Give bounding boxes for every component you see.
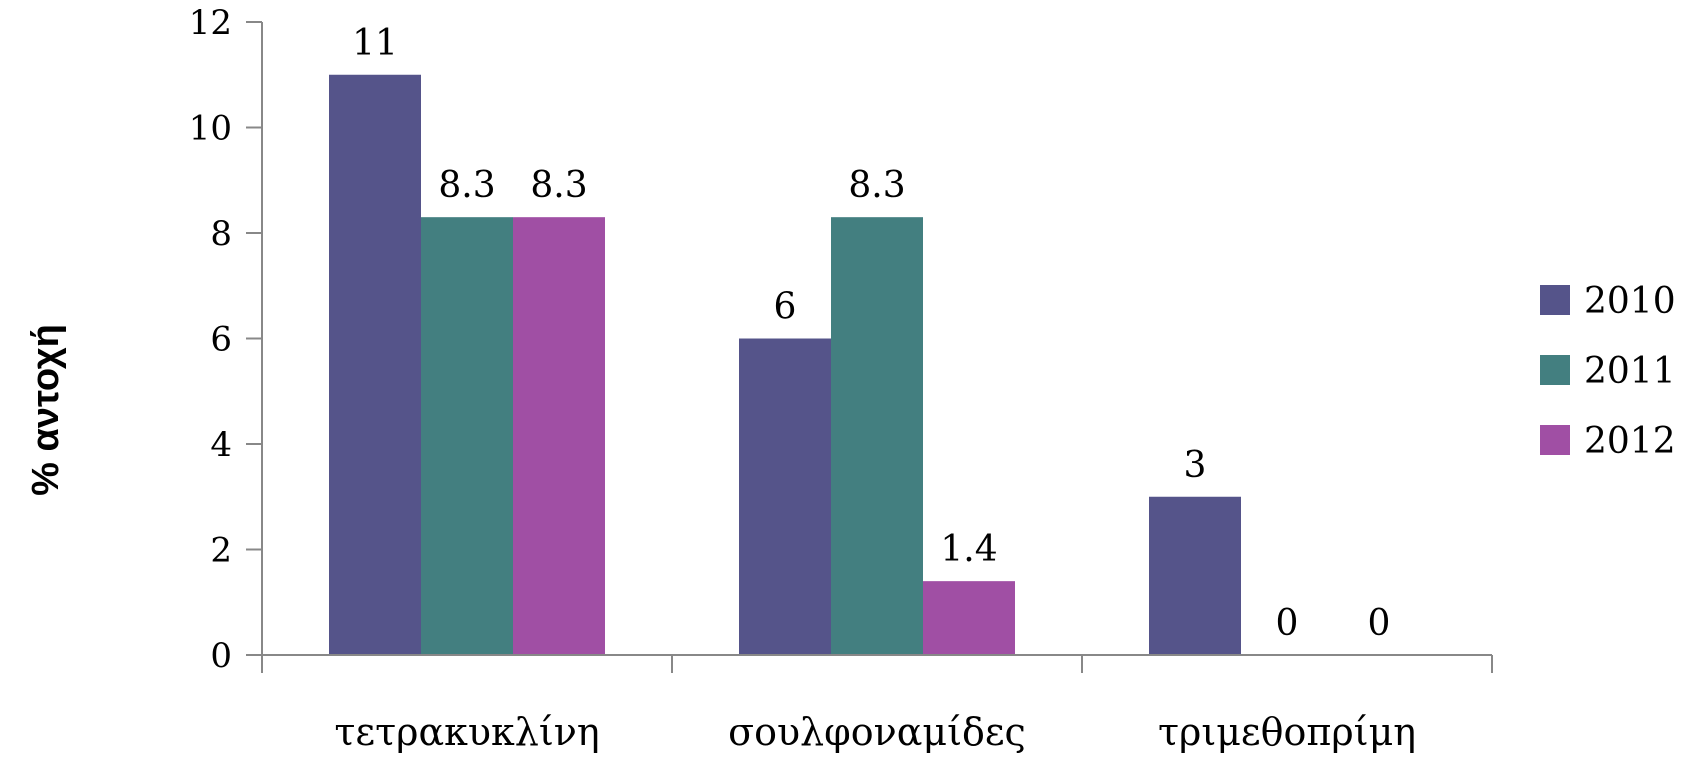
category-labels: τετρακυκλίνη σουλφοναμίδες τριμεθοπρίμη (334, 710, 1416, 754)
data-label: 8.3 (438, 165, 495, 206)
data-labels: 11 8.3 8.3 6 8.3 1.4 3 0 0 (352, 23, 1390, 644)
y-ticks: 0 2 4 6 8 10 12 (189, 3, 262, 676)
bars (329, 74, 1241, 655)
data-label: 0 (1276, 603, 1299, 644)
data-label: 11 (352, 23, 398, 64)
category-label: τριμεθοπρίμη (1158, 710, 1416, 754)
legend-label: 2012 (1584, 421, 1676, 462)
legend-swatch (1540, 355, 1570, 385)
bar-2011-2 (831, 217, 923, 655)
y-tick-label: 4 (210, 425, 232, 465)
y-tick-label: 2 (210, 531, 232, 571)
legend-label: 2010 (1584, 281, 1676, 322)
legend-label: 2011 (1584, 351, 1676, 392)
legend: 2010 2011 2012 (1540, 281, 1676, 462)
data-label: 1.4 (940, 529, 997, 570)
y-tick-label: 12 (189, 3, 232, 43)
data-label: 3 (1184, 445, 1207, 486)
y-tick-label: 6 (210, 320, 232, 360)
bar-2010-2 (739, 338, 831, 654)
data-label: 8.3 (848, 165, 905, 206)
bar-2012-2 (923, 581, 1015, 654)
category-label: τετρακυκλίνη (334, 710, 599, 754)
y-tick-label: 8 (210, 214, 232, 254)
data-label: 0 (1368, 603, 1391, 644)
x-ticks (261, 655, 1493, 673)
bar-2012-1 (513, 217, 605, 655)
y-tick-label: 10 (189, 109, 232, 149)
bar-2011-1 (421, 217, 513, 655)
legend-swatch (1540, 425, 1570, 455)
category-label: σουλφοναμίδες (728, 710, 1026, 754)
data-label: 6 (774, 287, 797, 328)
y-tick-label: 0 (210, 636, 232, 676)
y-axis-label: % αντοχή (25, 324, 67, 496)
bar-2010-1 (329, 74, 421, 654)
bar-2010-3 (1149, 496, 1241, 654)
data-label: 8.3 (530, 165, 587, 206)
legend-swatch (1540, 285, 1570, 315)
